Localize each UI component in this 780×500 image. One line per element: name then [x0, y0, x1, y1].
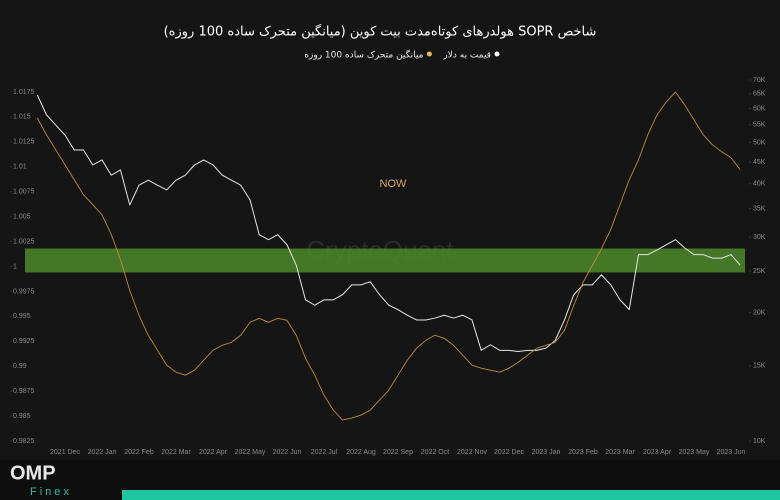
y-tick-label: 1.015 — [13, 114, 31, 121]
footer-bar — [122, 490, 780, 500]
x-tick-label: 2022 Apr — [199, 449, 228, 456]
y-tick-label: 1 — [13, 263, 17, 270]
y-tick-label: 0.9825 — [13, 438, 35, 445]
x-tick-label: 2023 Apr — [643, 449, 672, 456]
y2-tick-label: 40K — [753, 181, 766, 188]
y2-tick-label: 55K — [753, 122, 766, 129]
x-tick-label: 2022 May — [235, 449, 266, 456]
y2-tick-label: 15K — [753, 363, 766, 370]
x-tick-label: 2022 Jun — [273, 449, 302, 456]
x-tick-label: 2022 Oct — [421, 449, 449, 456]
y-tick-label: 1.005 — [13, 213, 31, 220]
y-tick-label: 1.01 — [13, 164, 27, 171]
y-tick-label: 0.995 — [13, 313, 31, 320]
annotation: NOW — [380, 178, 408, 190]
brand-name: OMP — [10, 462, 56, 484]
x-tick-label: 2022 Nov — [457, 449, 487, 456]
y2-tick-label: 35K — [753, 205, 766, 212]
x-tick-label: 2023 May — [679, 449, 710, 456]
y2-tick-label: 30K — [753, 234, 766, 241]
series-line — [36, 94, 741, 352]
y-tick-label: 1.0075 — [13, 189, 35, 196]
y2-tick-label: 50K — [753, 139, 766, 146]
x-tick-label: 2022 Feb — [124, 449, 154, 456]
x-tick-label: 2022 Mar — [161, 449, 191, 456]
highlight-band — [25, 248, 745, 273]
y2-tick-label: 20K — [753, 309, 766, 316]
y-tick-label: 0.9875 — [13, 388, 35, 395]
x-tick-label: 2023 Mar — [605, 449, 635, 456]
chart-title: شاخص SOPR هولدرهای کوتاه‌مدت بیت کوین (م… — [164, 24, 597, 40]
y-tick-label: 1.0125 — [13, 139, 35, 146]
y2-tick-label: 10K — [753, 438, 766, 445]
x-tick-label: 2022 Jan — [88, 449, 117, 456]
x-tick-label: 2022 Jul — [311, 449, 338, 456]
x-tick-label: 2023 Feb — [568, 449, 598, 456]
x-tick-label: 2023 Jun — [717, 449, 746, 456]
y-tick-label: 1.0175 — [13, 89, 35, 96]
y-tick-label: 0.9975 — [13, 288, 35, 295]
y-tick-label: 0.99 — [13, 363, 27, 370]
series-line — [36, 91, 741, 421]
legend-marker — [494, 51, 500, 57]
legend-label: قیمت به دلار — [442, 51, 491, 61]
x-tick-label: 2022 Sep — [383, 449, 413, 456]
legend-label: میانگین متحرک ساده 100 روزه — [304, 49, 423, 61]
y2-tick-label: 70K — [753, 77, 766, 84]
y2-tick-label: 25K — [753, 268, 766, 275]
y-tick-label: 1.0025 — [13, 238, 35, 245]
x-tick-label: 2021 Dec — [50, 449, 80, 456]
brand-sub: Finex — [30, 486, 72, 498]
x-tick-label: 2022 Aug — [346, 449, 376, 456]
x-tick-label: 2023 Jan — [532, 449, 561, 456]
y2-tick-label: 45K — [753, 159, 766, 166]
y2-tick-label: 65K — [753, 91, 766, 98]
y2-tick-label: 60K — [753, 105, 766, 112]
legend-marker — [426, 51, 432, 57]
x-tick-label: 2022 Dec — [494, 449, 524, 456]
y-tick-label: 0.9925 — [13, 338, 35, 345]
y-tick-label: 0.985 — [13, 413, 31, 420]
